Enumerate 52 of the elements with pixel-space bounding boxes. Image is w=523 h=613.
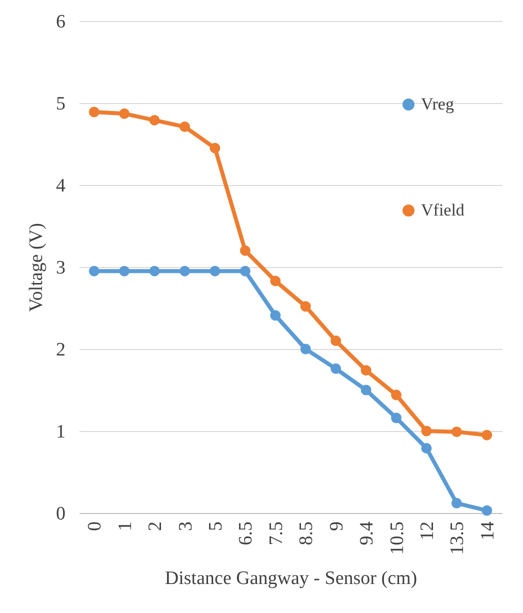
x-tick-label: 2 [145,522,166,531]
point [88,266,100,276]
x-tick-label: 3 [175,522,196,531]
y-tick-label: 2 [56,340,66,360]
point [210,142,220,154]
x-tick-label: 0 [84,522,106,531]
point [360,365,372,376]
point [300,344,311,354]
point [180,122,190,132]
y-tick-label: 5 [56,94,66,114]
point [210,266,220,276]
y-tick-label: 4 [56,176,66,196]
point [240,245,250,256]
point [482,505,492,516]
x-tick-label: 12 [416,522,438,540]
point [482,430,492,440]
y-axis-title: Voltage (V) [26,223,47,312]
point [149,266,160,276]
x-axis-title: Distance Gangway - Sensor (cm) [164,568,418,589]
x-tick-label: 10.5 [386,522,408,555]
legend-label: Vreg [421,94,454,114]
point [300,301,311,312]
x-tick-label: 9.4 [356,521,378,546]
point [391,390,402,400]
point [149,114,160,126]
point [451,426,462,438]
x-tick-label: 13.5 [447,522,468,555]
x-tick-label: 7.5 [266,522,287,546]
point [240,266,250,276]
point [119,108,130,119]
legend-label: Vfield [421,200,465,220]
y-tick-label: 1 [56,422,66,442]
point [119,266,130,276]
point [88,106,100,118]
x-tick-label: 1 [114,522,136,531]
point [451,498,462,508]
y-tick-label: 3 [56,258,66,278]
point [270,276,281,286]
point [391,412,402,424]
x-tick-label: 8.5 [296,522,318,546]
point [360,384,372,396]
point [421,426,432,436]
x-tick-label: 5 [205,522,226,531]
point [421,442,432,454]
x-tick-label: 9 [326,522,348,531]
x-tick-label: 14 [477,521,498,540]
point [330,336,342,346]
point [270,310,281,321]
x-tick-label: 6.5 [236,522,257,546]
y-tick-label: 6 [56,12,66,32]
point [180,266,190,276]
point [330,363,342,374]
